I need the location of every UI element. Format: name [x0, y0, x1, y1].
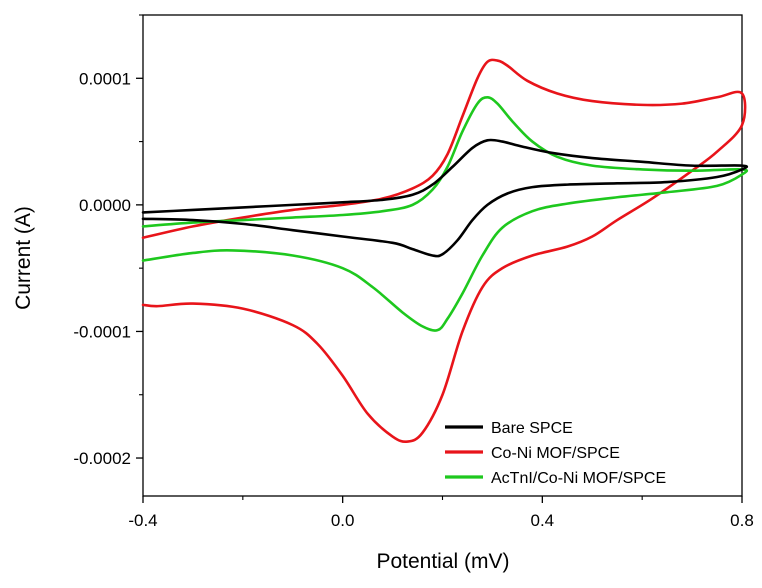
series-line-actni-co-ni-mof-spce	[141, 95, 749, 332]
x-tick-label: 0.8	[730, 511, 754, 530]
series-line-bare-spce	[141, 138, 749, 258]
x-axis-title: Potential (mV)	[376, 550, 509, 573]
y-axis-ticks: 0.0001 0.0000 -0.0001 -0.0002	[73, 14, 143, 468]
legend: Bare SPCE Co-Ni MOF/SPCE AcTnI/Co-Ni MOF/S…	[445, 420, 666, 487]
y-axis-title: Current (A)	[12, 206, 35, 310]
legend-label-bare-spce: Bare SPCE	[491, 420, 573, 437]
x-axis-ticks: -0.4 0.0 0.4 0.8	[128, 496, 754, 530]
x-tick-label: 0.4	[531, 511, 555, 530]
x-tick-label: -0.4	[128, 511, 157, 530]
y-tick-label: -0.0002	[73, 449, 131, 468]
legend-label-co-ni-mof-spce: Co-Ni MOF/SPCE	[491, 445, 620, 462]
y-tick-label: 0.0000	[79, 196, 131, 215]
series-line-co-ni-mof-spce	[141, 58, 747, 444]
series-layer	[141, 58, 749, 444]
x-tick-label: 0.0	[331, 511, 355, 530]
y-tick-label: 0.0001	[79, 69, 131, 88]
legend-label-actni-co-ni-mof-spce: AcTnI/Co-Ni MOF/SPCE	[491, 470, 666, 487]
y-tick-label: -0.0001	[73, 322, 131, 341]
